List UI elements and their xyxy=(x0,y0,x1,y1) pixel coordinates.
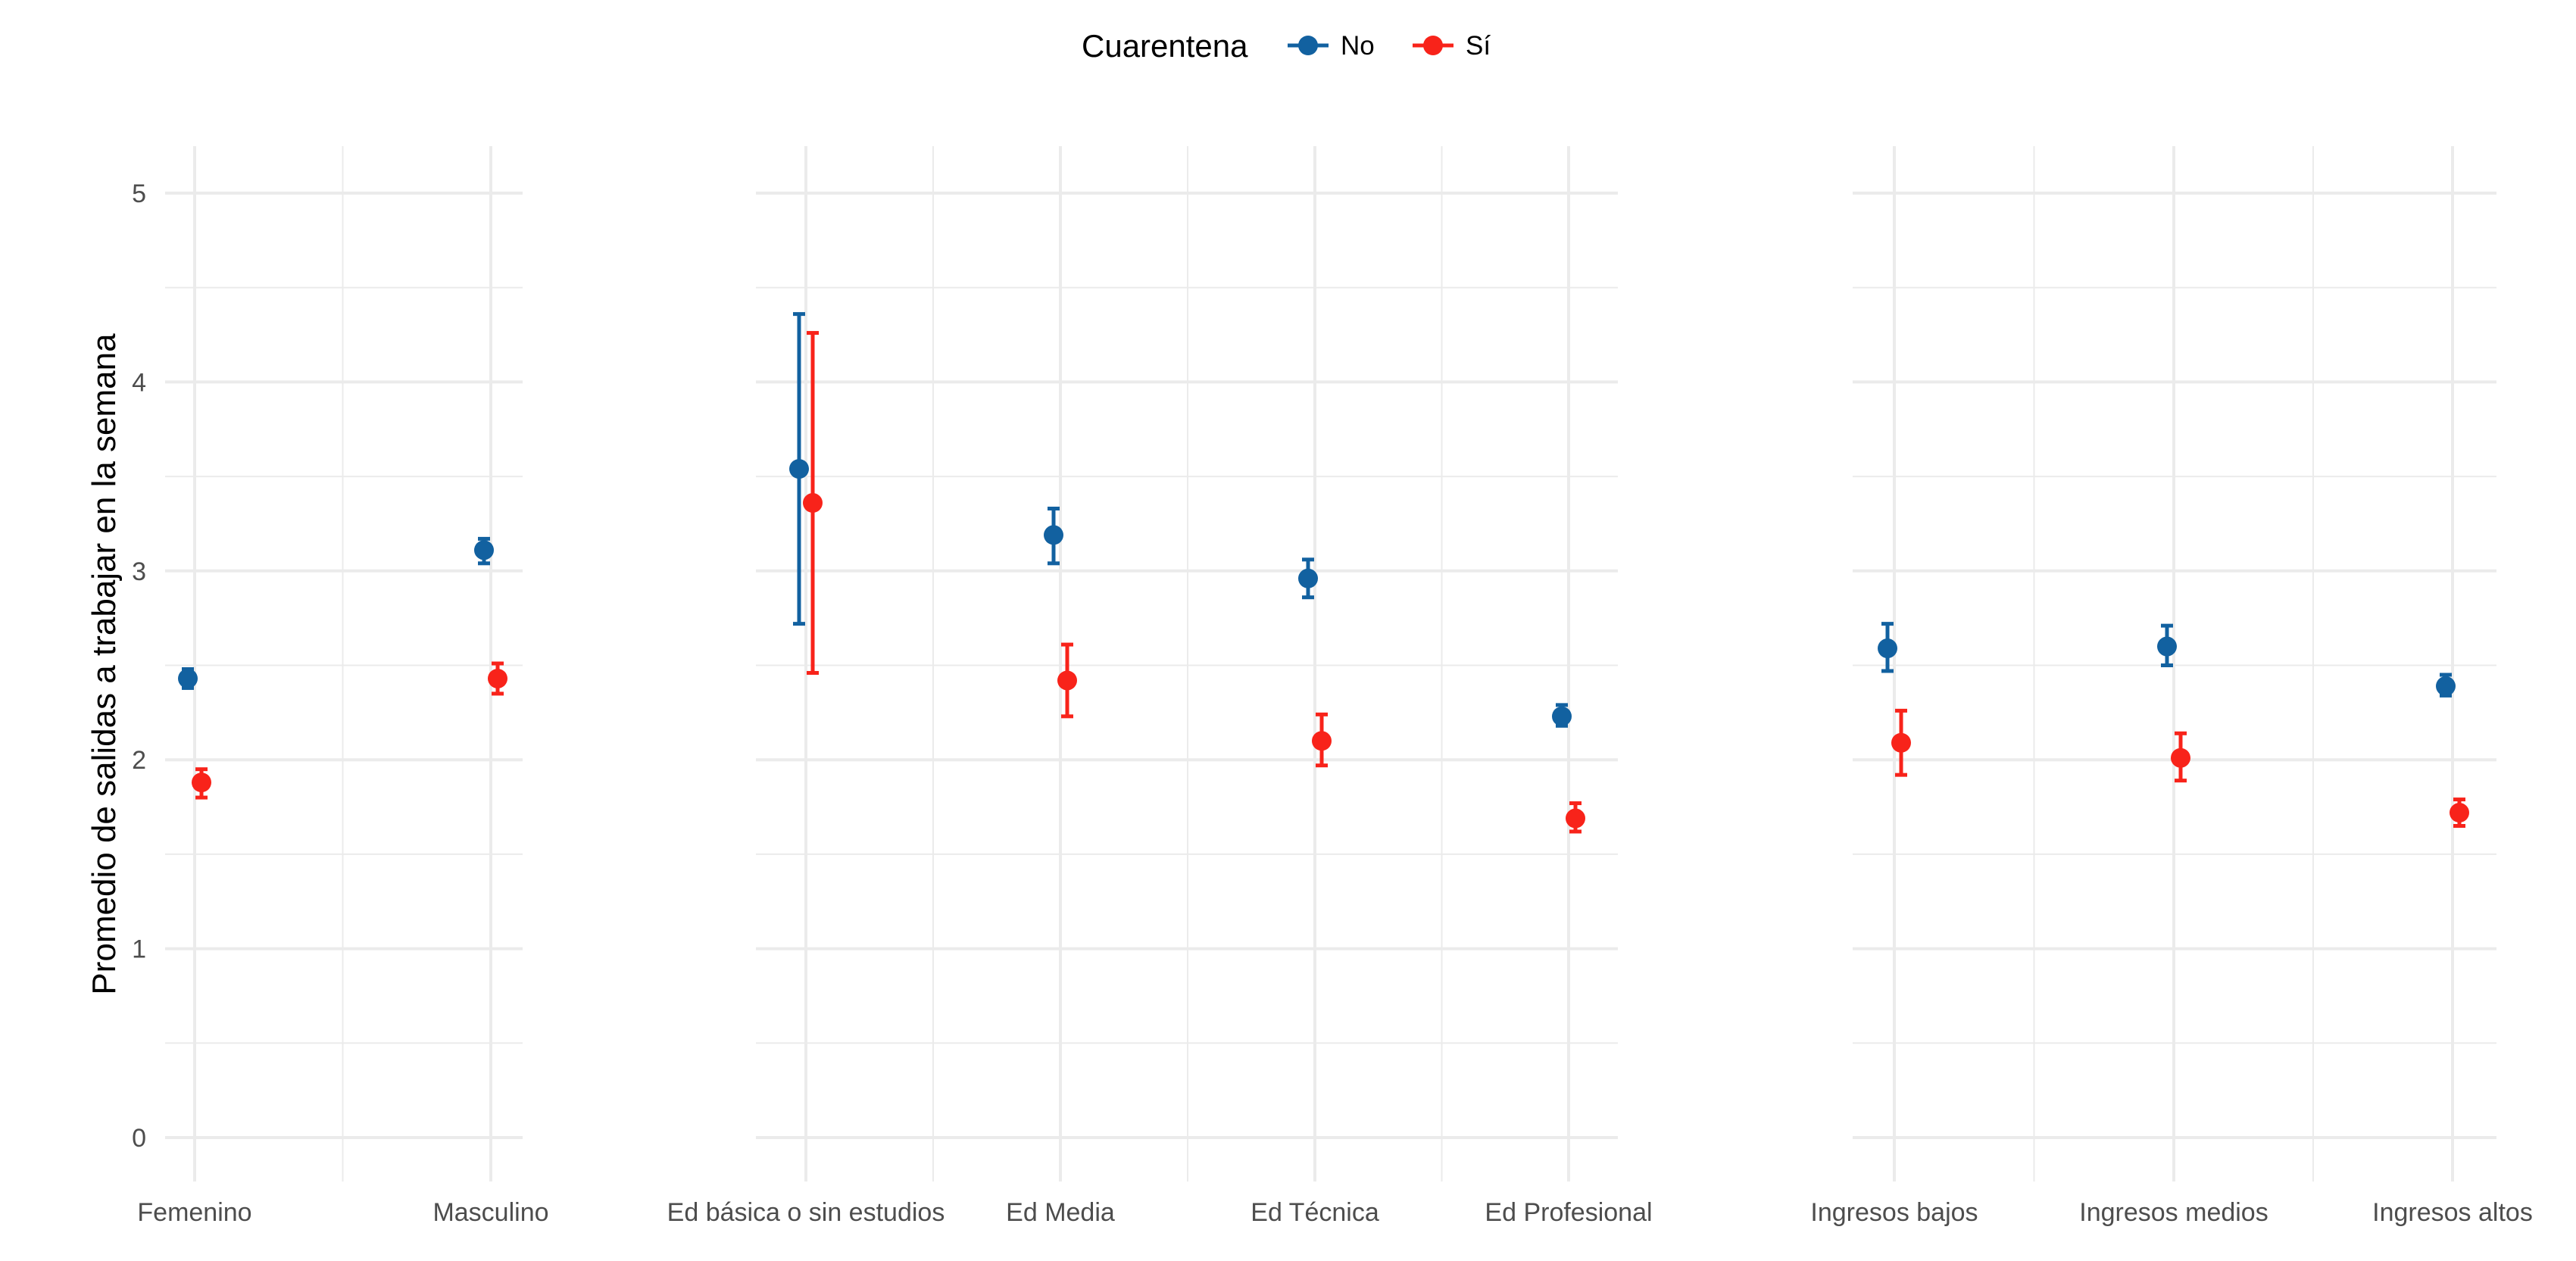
data-point xyxy=(803,493,823,513)
x-tick-label: Femenino xyxy=(137,1198,251,1227)
legend-title: Cuarentena xyxy=(1082,28,1248,64)
data-point xyxy=(192,773,211,793)
y-tick-label: 5 xyxy=(132,179,146,208)
data-point xyxy=(178,668,198,688)
data-point xyxy=(488,668,507,688)
plot-panels: Femenino Masculino Ed básica o sin estudio… xyxy=(137,146,2533,1227)
data-point xyxy=(2450,803,2469,823)
legend-key-point xyxy=(1298,36,1318,55)
x-tick-label: Ingresos altos xyxy=(2372,1198,2533,1227)
x-tick-label: Ingresos medios xyxy=(2079,1198,2268,1227)
facet-panel: Femenino Masculino xyxy=(137,146,549,1227)
legend-entry: Sí xyxy=(1413,31,1491,61)
legend-label: Sí xyxy=(1466,31,1491,61)
legend-entry: No xyxy=(1288,31,1375,61)
data-point xyxy=(1878,638,1897,659)
x-tick-label: Ed básica o sin estudios xyxy=(667,1198,945,1227)
data-point xyxy=(1552,706,1572,726)
facet-panel: Ed básica o sin estudios Ed Media Ed Técni… xyxy=(667,146,1653,1227)
data-point xyxy=(1891,732,1911,753)
x-tick-label: Ed Media xyxy=(1006,1198,1115,1227)
y-tick-label: 4 xyxy=(132,368,146,397)
data-point xyxy=(1298,568,1318,588)
data-point xyxy=(1044,525,1063,545)
y-tick-label: 0 xyxy=(132,1124,146,1153)
gridlines xyxy=(756,146,1618,1181)
data-point xyxy=(2436,676,2456,696)
data-point xyxy=(2171,748,2190,768)
data-point xyxy=(1312,731,1332,751)
y-tick-label: 3 xyxy=(132,557,146,586)
y-axis-title: Promedio de salidas a trabajar en la sem… xyxy=(86,333,123,995)
gridlines xyxy=(1853,146,2496,1181)
gridlines xyxy=(165,146,523,1181)
data-point xyxy=(789,459,809,479)
data-point xyxy=(1566,808,1585,829)
data-point xyxy=(2157,636,2177,657)
x-tick-label: Masculino xyxy=(432,1198,548,1227)
legend-key-point xyxy=(1423,36,1443,55)
x-tick-label: Ed Profesional xyxy=(1485,1198,1652,1227)
y-axis: 0 1 2 3 4 5 xyxy=(132,179,146,1153)
y-tick-label: 2 xyxy=(132,746,146,775)
legend-label: No xyxy=(1341,31,1375,61)
facet-panel: Ingresos bajos Ingresos medios Ingresos al… xyxy=(1810,146,2533,1227)
y-tick-label: 1 xyxy=(132,935,146,964)
x-tick-label: Ed Técnica xyxy=(1251,1198,1379,1227)
x-tick-label: Ingresos bajos xyxy=(1810,1198,1978,1227)
data-point xyxy=(1057,670,1077,691)
legend: Cuarentena No Sí xyxy=(1082,28,1491,64)
data-point xyxy=(474,540,494,560)
